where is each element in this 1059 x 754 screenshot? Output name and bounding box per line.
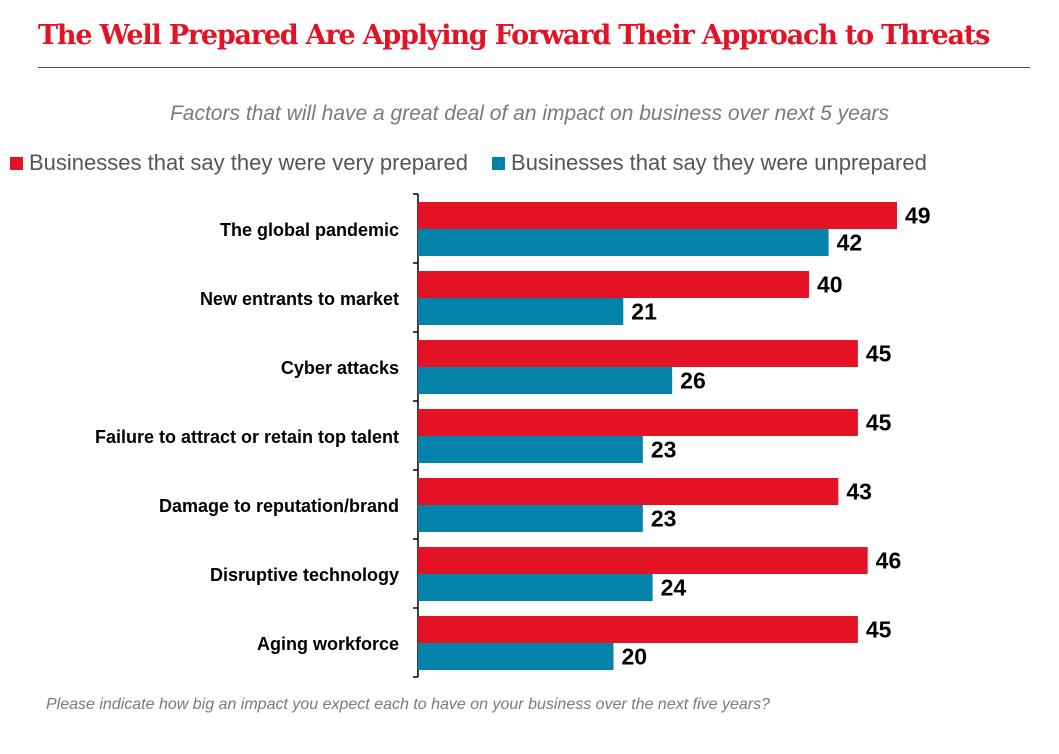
bar-prepared [418,202,897,229]
legend-label-unprepared: Businesses that say they were unprepared [511,150,927,175]
data-label: 45 [866,617,892,643]
legend-swatch-unprepared [492,156,506,170]
data-label: 40 [817,272,843,298]
data-label: 49 [905,203,931,229]
bar-unprepared [418,229,829,256]
data-label: 46 [876,548,902,574]
data-label: 43 [846,479,872,505]
category-label: Damage to reputation/brand [159,496,399,516]
bar-unprepared [418,367,673,394]
footnote: Please indicate how big an impact you ex… [46,696,770,713]
bar-prepared [418,340,858,367]
bar-unprepared [418,505,643,532]
chart-subtitle: Factors that will have a great deal of a… [169,102,890,125]
bar-unprepared [418,643,614,670]
category-label: Aging workforce [257,634,399,654]
data-label: 26 [680,368,706,394]
category-label: New entrants to market [200,289,399,309]
bar-unprepared [418,436,643,463]
category-label: Failure to attract or retain top talent [95,427,399,447]
bar-prepared [418,271,810,298]
data-label: 24 [661,575,687,601]
legend: Businesses that say they were very prepa… [10,150,951,176]
category-label: Disruptive technology [210,565,399,585]
data-label: 23 [651,437,677,463]
bar-unprepared [418,298,624,325]
bar-prepared [418,547,868,574]
data-label: 45 [866,341,892,367]
data-label: 21 [631,299,657,325]
data-label: 45 [866,410,892,436]
bar-prepared [418,616,858,643]
title-divider [38,67,1030,68]
legend-swatch-prepared [10,156,23,170]
data-label: 42 [837,230,863,256]
data-label: 20 [622,644,648,670]
category-label: The global pandemic [220,220,399,240]
bar-prepared [418,478,839,505]
bar-unprepared [418,574,653,601]
category-label: Cyber attacks [281,358,399,378]
chart-title: The Well Prepared Are Applying Forward T… [38,20,990,51]
data-label: 23 [651,506,677,532]
legend-label-prepared: Businesses that say they were very prepa… [29,150,469,175]
legend-item-unprepared: Businesses that say they were unprepared [492,150,927,176]
legend-item-prepared: Businesses that say they were very prepa… [10,150,468,176]
bar-prepared [418,409,858,436]
